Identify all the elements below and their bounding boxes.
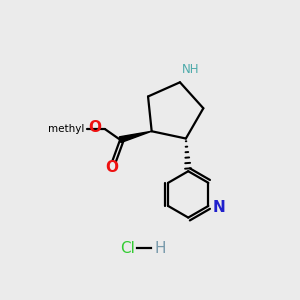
Text: Cl: Cl [120, 241, 135, 256]
Text: O: O [88, 120, 101, 135]
Text: O: O [105, 160, 119, 175]
Polygon shape [119, 131, 152, 142]
Text: H: H [154, 241, 166, 256]
Text: NH: NH [182, 63, 200, 76]
Text: methyl: methyl [48, 124, 84, 134]
Text: N: N [212, 200, 225, 215]
